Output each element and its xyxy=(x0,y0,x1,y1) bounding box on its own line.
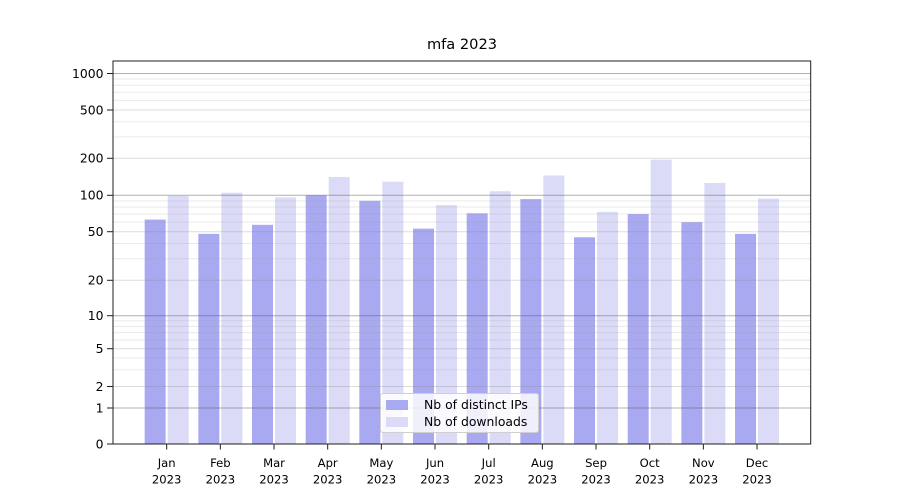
y-tick-label: 5 xyxy=(96,341,104,356)
y-tick-label: 200 xyxy=(80,151,104,166)
x-tick-label: Jun 2023 xyxy=(420,456,450,487)
x-tick-label: Sep 2023 xyxy=(581,456,611,487)
y-tick-label: 0 xyxy=(96,436,104,451)
y-tick-label: 1000 xyxy=(72,66,104,81)
legend-label-downloads: Nb of downloads xyxy=(424,413,528,429)
y-tick-label: 10 xyxy=(88,308,104,323)
legend: Nb of distinct IPs Nb of downloads xyxy=(380,393,539,433)
x-tick-label: Jan 2023 xyxy=(152,456,182,487)
legend-label-distinct-ips: Nb of distinct IPs xyxy=(424,396,528,412)
bar-downloads-apr xyxy=(328,176,350,444)
y-tick-label: 100 xyxy=(80,188,104,203)
legend-swatch-downloads xyxy=(386,416,408,427)
bar-distinct-ips-mar xyxy=(252,224,274,444)
legend-item-downloads: Nb of downloads xyxy=(386,413,532,430)
x-tick-label: Feb 2023 xyxy=(206,456,236,487)
bar-distinct-ips-feb xyxy=(198,233,220,444)
bar-distinct-ips-dec xyxy=(735,233,757,444)
bar-distinct-ips-apr xyxy=(305,195,327,444)
x-tick-label: Nov 2023 xyxy=(689,456,719,487)
y-tick-label: 2 xyxy=(96,379,104,394)
bar-downloads-jan xyxy=(167,195,189,444)
legend-swatch-distinct-ips xyxy=(386,399,408,410)
bar-downloads-nov xyxy=(704,182,726,444)
y-tick-label: 20 xyxy=(88,273,104,288)
bar-distinct-ips-jun xyxy=(413,228,435,444)
bar-downloads-may xyxy=(382,181,404,444)
bar-downloads-jun xyxy=(436,205,458,444)
bar-distinct-ips-jul xyxy=(466,213,488,444)
x-tick-label: Mar 2023 xyxy=(259,456,289,487)
x-tick-label: Aug 2023 xyxy=(528,456,558,487)
bar-downloads-oct xyxy=(650,159,672,444)
plot-border xyxy=(112,60,812,445)
legend-item-distinct-ips: Nb of distinct IPs xyxy=(386,396,532,413)
chart-title: mfa 2023 xyxy=(426,36,498,53)
x-tick-label: May 2023 xyxy=(367,456,397,487)
bar-distinct-ips-may xyxy=(359,200,381,444)
bar-downloads-sep xyxy=(597,211,619,444)
x-tick-label: Apr 2023 xyxy=(313,456,343,487)
bar-distinct-ips-oct xyxy=(627,214,649,444)
y-tick-label: 50 xyxy=(88,224,104,239)
bar-downloads-dec xyxy=(758,198,780,444)
bar-distinct-ips-aug xyxy=(520,199,542,444)
bar-downloads-mar xyxy=(275,197,297,444)
bar-distinct-ips-sep xyxy=(574,237,596,444)
x-tick-label: Oct 2023 xyxy=(635,456,665,487)
y-tick-label: 1 xyxy=(96,400,104,415)
bar-downloads-aug xyxy=(543,175,565,444)
x-tick-label: Jul 2023 xyxy=(474,456,504,487)
bar-distinct-ips-jan xyxy=(144,219,166,444)
bar-downloads-feb xyxy=(221,192,243,444)
bar-distinct-ips-nov xyxy=(681,222,703,444)
bar-downloads-jul xyxy=(489,191,511,444)
y-tick-label: 500 xyxy=(80,102,104,117)
x-tick-label: Dec 2023 xyxy=(742,456,772,487)
